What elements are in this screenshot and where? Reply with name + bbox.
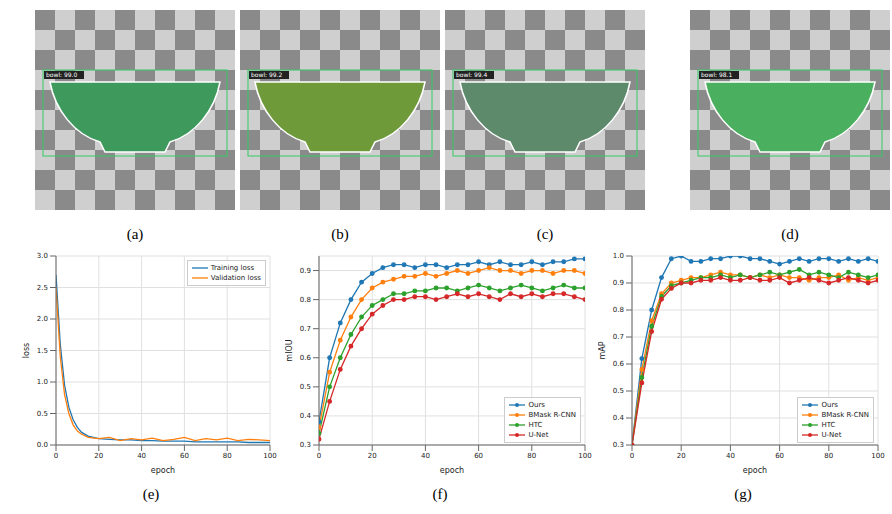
svg-text:epoch: epoch <box>743 466 767 475</box>
svg-text:80: 80 <box>824 452 833 460</box>
svg-text:20: 20 <box>368 452 377 460</box>
svg-text:bowl: 98.1: bowl: 98.1 <box>701 71 733 78</box>
svg-text:20: 20 <box>94 452 103 460</box>
html-text:(a): (a) <box>126 226 144 242</box>
svg-text:0.6: 0.6 <box>300 354 312 362</box>
svg-text:mAP: mAP <box>598 341 607 359</box>
svg-text:100: 100 <box>263 452 276 460</box>
html-text:HTC: HTC <box>821 421 836 429</box>
svg-text:0: 0 <box>54 452 58 460</box>
html-text:(g): (g) <box>734 486 752 502</box>
svg-text:2.0: 2.0 <box>37 315 48 323</box>
svg-text:1.5: 1.5 <box>37 347 48 355</box>
svg-text:epoch: epoch <box>151 466 175 475</box>
html-text:Training loss: Training loss <box>210 264 255 272</box>
svg-text:0.5: 0.5 <box>613 387 624 395</box>
svg-text:60: 60 <box>775 452 784 460</box>
svg-text:80: 80 <box>527 452 536 460</box>
svg-text:60: 60 <box>180 452 189 460</box>
svg-text:40: 40 <box>726 452 735 460</box>
html-text:(f): (f) <box>432 486 448 502</box>
svg-text:60: 60 <box>474 452 483 460</box>
svg-text:20: 20 <box>677 452 686 460</box>
svg-text:0.3: 0.3 <box>613 441 624 449</box>
svg-text:0.0: 0.0 <box>37 441 48 449</box>
html-text:Ours: Ours <box>528 401 545 409</box>
svg-text:1.0: 1.0 <box>37 378 48 386</box>
svg-text:0.7: 0.7 <box>300 325 311 333</box>
svg-text:0: 0 <box>317 452 321 460</box>
svg-text:0.3: 0.3 <box>300 441 311 449</box>
html-text:(b): (b) <box>331 226 349 242</box>
svg-text:0.5: 0.5 <box>300 383 311 391</box>
svg-text:3.0: 3.0 <box>37 252 48 260</box>
html-text:U-Net: U-Net <box>821 431 842 439</box>
svg-text:bowl: 99.4: bowl: 99.4 <box>456 71 488 78</box>
svg-text:0.7: 0.7 <box>613 333 624 341</box>
html-text:HTC: HTC <box>528 421 543 429</box>
html-text:BMask R-CNN: BMask R-CNN <box>528 411 576 419</box>
svg-text:0.6: 0.6 <box>613 360 625 368</box>
html-text:Ours: Ours <box>821 401 838 409</box>
html-text:(e): (e) <box>142 486 160 502</box>
svg-text:mIOU: mIOU <box>285 339 294 361</box>
svg-text:100: 100 <box>871 452 884 460</box>
html-text:(d): (d) <box>781 226 799 242</box>
svg-text:0.8: 0.8 <box>613 306 624 314</box>
html-text:Validation loss: Validation loss <box>210 274 261 282</box>
svg-text:epoch: epoch <box>440 466 464 475</box>
html-text:U-Net: U-Net <box>528 431 549 439</box>
svg-text:bowl: 99.0: bowl: 99.0 <box>46 71 78 78</box>
svg-text:2.5: 2.5 <box>37 284 48 292</box>
svg-text:loss: loss <box>22 343 31 358</box>
svg-text:0.4: 0.4 <box>613 414 625 422</box>
html-text:(c): (c) <box>536 226 554 242</box>
svg-text:1.0: 1.0 <box>613 252 624 260</box>
html-text:BMask R-CNN: BMask R-CNN <box>821 411 869 419</box>
svg-text:0.9: 0.9 <box>613 279 624 287</box>
svg-text:0.8: 0.8 <box>300 296 311 304</box>
svg-text:40: 40 <box>137 452 146 460</box>
svg-text:80: 80 <box>223 452 232 460</box>
svg-text:40: 40 <box>421 452 430 460</box>
svg-text:0.5: 0.5 <box>37 410 48 418</box>
svg-text:0: 0 <box>630 452 634 460</box>
svg-text:100: 100 <box>578 452 591 460</box>
svg-text:0.9: 0.9 <box>300 267 311 275</box>
svg-text:0.4: 0.4 <box>300 412 312 420</box>
svg-text:bowl: 99.2: bowl: 99.2 <box>251 71 283 78</box>
